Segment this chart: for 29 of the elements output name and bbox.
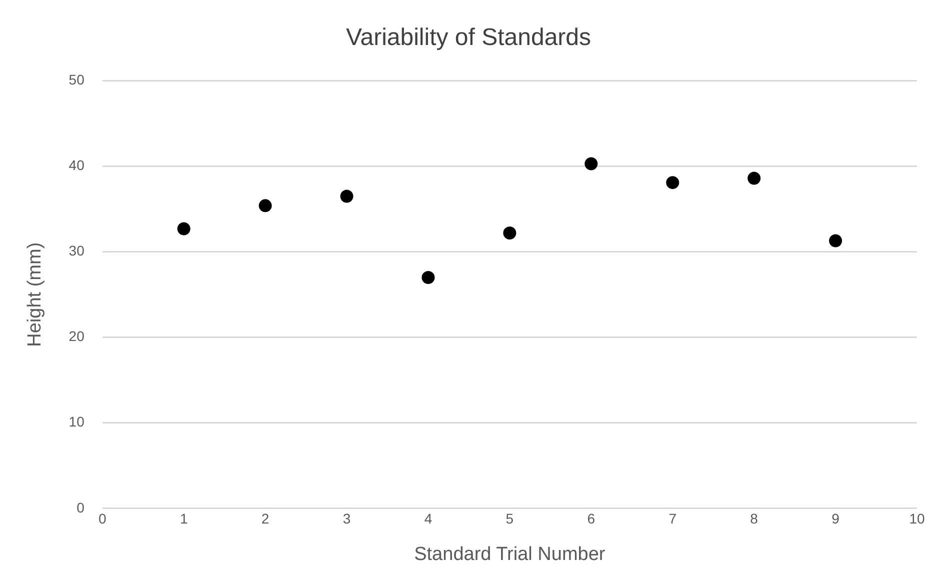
- x-tick-label: 8: [750, 510, 758, 527]
- x-tick-label: 4: [424, 510, 432, 527]
- point: [422, 270, 435, 284]
- x-tick-label: 6: [587, 510, 596, 527]
- point: [258, 199, 272, 212]
- point: [584, 157, 598, 170]
- x-tick-label: 7: [668, 510, 677, 527]
- point: [748, 172, 761, 185]
- x-axis-title: Standard Trial Number: [414, 544, 606, 565]
- x-tick-label: 1: [180, 510, 188, 527]
- x-tick-label: 5: [506, 510, 514, 527]
- chart-title: Variability of Standards: [346, 24, 592, 52]
- point: [340, 190, 354, 203]
- y-tick-label: 10: [68, 414, 85, 430]
- y-tick-label: 50: [68, 72, 85, 88]
- point: [666, 176, 680, 190]
- y-tick-label: 20: [68, 328, 85, 344]
- y-tick-label: 40: [68, 157, 85, 174]
- x-tick-label: 9: [832, 510, 840, 527]
- x-tick-label: 10: [909, 510, 925, 527]
- y-tick-label: 0: [76, 499, 85, 516]
- point: [177, 222, 190, 236]
- x-tick-label: 0: [98, 510, 106, 527]
- x-tick-label: 2: [261, 510, 270, 527]
- point: [829, 234, 842, 248]
- y-axis-title: Height (mm): [24, 242, 46, 347]
- point: [503, 226, 516, 240]
- y-tick-label: 30: [68, 242, 85, 259]
- x-tick-label: 3: [342, 510, 351, 527]
